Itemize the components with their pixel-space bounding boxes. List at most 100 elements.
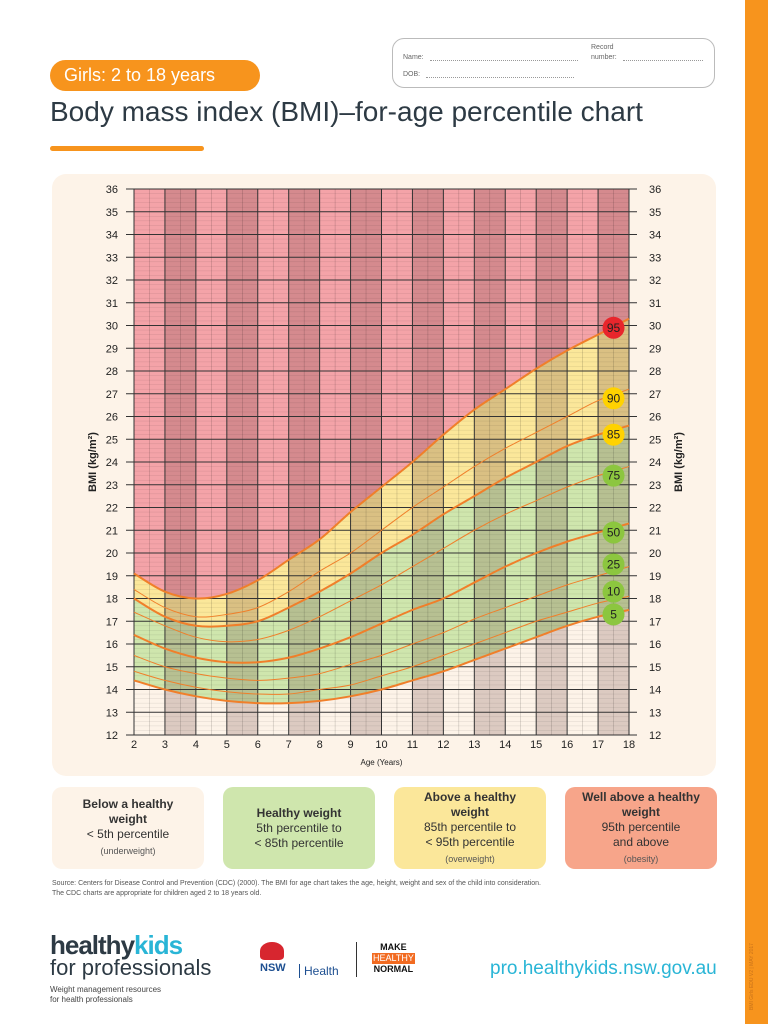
percentile-label-85: 85: [607, 428, 621, 442]
legend-note: (overweight): [445, 853, 495, 864]
x-axis-label: Age (Years): [361, 758, 403, 767]
y-tick-label-left: 16: [106, 639, 118, 651]
y-tick-label-right: 22: [649, 503, 661, 515]
percentile-badge-85: [602, 423, 625, 446]
percentile-curve-85: [133, 424, 630, 628]
dob-field[interactable]: [426, 77, 575, 78]
y-tick-label-right: 21: [649, 525, 661, 537]
y-axis-label-right: BMI (kg/m²): [673, 432, 685, 492]
y-tick-label-right: 14: [649, 685, 661, 697]
legend-box: Below a healthy weight < 5th percentile (u…: [52, 787, 204, 869]
healthykids-logo: healthykids for professionals Weight man…: [50, 930, 211, 1005]
y-tick-label-right: 35: [649, 207, 661, 219]
legend-title: Below a healthy weight: [82, 797, 174, 826]
health-text: Health: [299, 964, 339, 978]
mhn-1: MAKE: [380, 942, 407, 952]
y-tick-label-right: 33: [649, 252, 661, 264]
legend-note: (underweight): [100, 846, 156, 856]
y-tick-label-right: 13: [649, 707, 661, 719]
x-tick-label: 15: [530, 739, 542, 751]
logo-tag-2: for health professionals: [50, 995, 133, 1004]
y-tick-label-right: 12: [649, 730, 661, 742]
record-label-1: Record: [591, 44, 614, 51]
legend-line1: 85th percentile to: [423, 819, 517, 834]
x-tick-label: 10: [375, 739, 387, 751]
y-tick-label-left: 30: [106, 321, 118, 333]
legend-line1: 95th percentile: [601, 819, 681, 834]
x-tick-label: 18: [623, 739, 635, 751]
percentile-badge-5: [602, 603, 625, 626]
y-tick-label-left: 27: [106, 389, 118, 401]
website-link[interactable]: pro.healthykids.nsw.gov.au: [490, 958, 717, 979]
percentile-label-95: 95: [607, 321, 621, 335]
y-tick-label-right: 27: [649, 389, 661, 401]
y-tick-label-left: 12: [106, 730, 118, 742]
legend-title: Above a healthy weight: [423, 789, 517, 819]
y-tick-label-left: 34: [106, 230, 118, 242]
y-tick-label-left: 22: [106, 503, 118, 515]
percentile-curve-75: [133, 466, 630, 643]
percentile-label-10: 10: [607, 585, 621, 599]
logo-divider: [356, 942, 357, 977]
legend-note: (obesity): [623, 853, 659, 864]
x-tick-label: 14: [499, 739, 511, 751]
title-underline: [50, 146, 204, 151]
y-tick-label-left: 36: [106, 184, 118, 196]
percentile-badge-50: [602, 521, 625, 544]
logo-tag-1: Weight management resources: [50, 985, 162, 994]
x-tick-label: 16: [561, 739, 573, 751]
legend-title: Healthy weight: [256, 805, 342, 820]
y-tick-label-right: 18: [649, 594, 661, 606]
y-tick-label-right: 15: [649, 662, 661, 674]
legend-title: Well above a healthy weight: [582, 789, 700, 819]
y-tick-label-left: 33: [106, 252, 118, 264]
percentile-curve-10: [133, 595, 630, 695]
legend-box: Above a healthy weight 85th percentile to…: [394, 787, 546, 869]
y-tick-label-left: 28: [106, 366, 118, 378]
x-tick-label: 3: [162, 739, 168, 751]
y-tick-label-right: 23: [649, 480, 661, 492]
y-tick-label-right: 20: [649, 548, 661, 560]
record-field[interactable]: [622, 60, 703, 61]
percentile-badge-10: [602, 580, 625, 603]
logo-text-b: kids: [134, 930, 183, 960]
legend-line2: < 95th percentile: [425, 834, 515, 849]
percentile-badge-25: [602, 553, 625, 576]
source-line-2: The CDC charts are appropriate for child…: [52, 890, 262, 897]
patient-form: Name: DOB: Record number:: [392, 38, 715, 88]
x-tick-label: 2: [131, 739, 137, 751]
name-label: Name:: [403, 54, 424, 61]
y-tick-label-left: 25: [106, 434, 118, 446]
x-tick-label: 11: [407, 739, 418, 751]
percentile-curve-90: [133, 388, 630, 618]
y-tick-label-left: 18: [106, 594, 118, 606]
y-tick-label-left: 19: [106, 571, 118, 583]
percentile-label-90: 90: [607, 391, 621, 405]
percentile-curve-50: [133, 522, 630, 664]
y-tick-label-left: 31: [106, 298, 118, 310]
percentile-label-5: 5: [610, 607, 617, 621]
y-tick-label-left: 23: [106, 480, 118, 492]
make-healthy-normal-logo: MAKE HEALTHY NORMAL: [372, 942, 415, 975]
y-tick-label-right: 31: [649, 298, 661, 310]
name-field[interactable]: [429, 60, 578, 61]
page-title: Body mass index (BMI)–for-age percentile…: [50, 96, 643, 127]
y-tick-label-left: 26: [106, 412, 118, 424]
percentile-badge-75: [602, 464, 625, 487]
y-tick-label-right: 34: [649, 230, 661, 242]
side-strip: BMI Girls EDU V2 | MAY 2017: [745, 0, 768, 1024]
y-tick-label-left: 13: [106, 707, 118, 719]
logo-text-c: for professionals: [50, 955, 212, 980]
percentile-badge-95: [602, 316, 625, 339]
age-badge: Girls: 2 to 18 years: [50, 60, 260, 91]
y-tick-label-right: 30: [649, 321, 661, 333]
x-tick-label: 9: [348, 739, 354, 751]
percentile-label-75: 75: [607, 469, 621, 483]
mhn-2: HEALTHY: [372, 953, 415, 964]
x-tick-label: 13: [468, 739, 480, 751]
percentile-label-50: 50: [607, 526, 621, 540]
y-tick-label-right: 16: [649, 639, 661, 651]
legend-line2: < 85th percentile: [254, 835, 344, 850]
y-tick-label-right: 25: [649, 434, 661, 446]
